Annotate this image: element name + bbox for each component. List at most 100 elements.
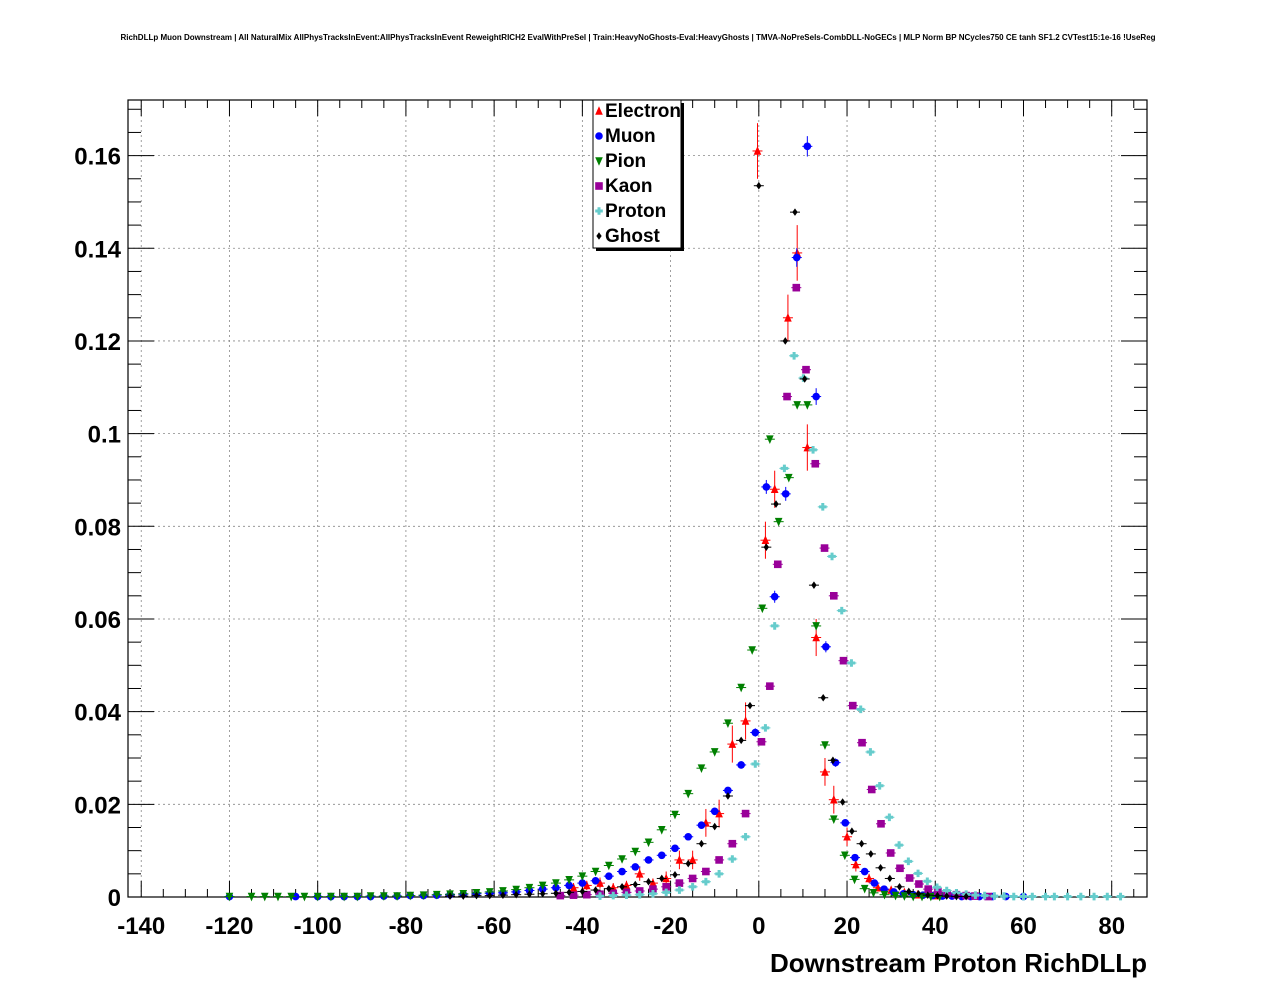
legend-marker <box>595 182 603 190</box>
data-point <box>657 826 666 835</box>
data-point <box>963 892 969 901</box>
data-point <box>923 877 932 886</box>
data-point <box>858 738 866 747</box>
y-tick-label: 0.02 <box>74 792 121 819</box>
data-point <box>793 401 801 410</box>
data-point <box>605 861 613 871</box>
data-point <box>830 815 838 824</box>
y-tick-label: 0.06 <box>74 607 121 634</box>
data-point <box>766 435 774 444</box>
y-tick-label: 0.12 <box>74 329 121 356</box>
data-point <box>662 888 670 897</box>
data-point <box>785 473 793 483</box>
data-point <box>327 892 335 902</box>
data-point <box>934 888 942 896</box>
data-point <box>758 604 767 614</box>
data-point <box>609 891 618 900</box>
data-point <box>887 874 893 883</box>
data-point <box>860 867 869 876</box>
data-point <box>737 683 745 693</box>
data-point <box>274 892 282 902</box>
data-point <box>906 887 912 896</box>
data-point <box>841 851 849 861</box>
data-point <box>753 146 762 155</box>
data-point <box>934 891 941 900</box>
data-point <box>649 885 657 893</box>
legend-item-proton: Proton <box>595 201 666 222</box>
data-point <box>618 867 626 876</box>
data-point <box>953 892 960 901</box>
data-point <box>645 877 652 886</box>
x-tick-label: -60 <box>477 913 512 940</box>
data-point <box>552 879 560 888</box>
legend-item-muon: Muon <box>595 126 656 147</box>
data-point <box>582 890 591 899</box>
data-point <box>566 888 572 897</box>
data-point <box>631 847 640 857</box>
x-axis-title: Downstream Proton RichDLLp <box>770 948 1147 978</box>
data-point <box>340 892 348 902</box>
data-point <box>751 728 760 737</box>
data-point <box>891 891 900 901</box>
data-point <box>260 892 269 902</box>
data-point <box>553 889 559 898</box>
data-point <box>565 876 573 885</box>
legend-marker <box>595 157 603 166</box>
data-point <box>763 543 769 551</box>
data-point <box>419 891 428 900</box>
y-tick-label: 0.16 <box>74 144 121 171</box>
data-point <box>1077 892 1085 901</box>
data-point <box>858 839 865 848</box>
data-point <box>830 756 836 765</box>
data-point <box>728 855 737 863</box>
data-point <box>724 786 732 795</box>
data-point <box>851 853 859 862</box>
data-point <box>635 869 644 878</box>
data-point <box>525 883 534 893</box>
legend-marker <box>595 106 603 115</box>
data-point <box>672 870 678 879</box>
data-point <box>757 737 766 746</box>
data-point <box>635 890 644 899</box>
data-point <box>925 891 931 899</box>
data-point <box>698 839 705 848</box>
data-point <box>644 838 653 848</box>
data-point <box>802 375 808 383</box>
legend-label: Muon <box>605 126 656 147</box>
y-tick-label: 0.1 <box>88 422 121 449</box>
data-point <box>809 446 817 454</box>
data-point <box>803 401 812 410</box>
data-point <box>849 827 855 836</box>
data-point <box>783 392 791 401</box>
data-point <box>811 581 817 589</box>
data-point <box>569 882 578 892</box>
data-point <box>671 810 679 820</box>
data-point <box>924 885 933 893</box>
data-point <box>821 741 829 750</box>
data-point <box>579 887 586 896</box>
data-point <box>715 856 723 864</box>
data-point <box>606 884 612 893</box>
x-tick-label: -120 <box>205 913 253 940</box>
data-point <box>619 883 625 891</box>
legend-marker <box>596 232 602 240</box>
legend-label: Pion <box>605 151 646 172</box>
data-point <box>578 872 587 881</box>
data-point <box>865 873 873 883</box>
data-point <box>848 701 857 710</box>
data-point <box>247 892 256 902</box>
data-point <box>591 876 600 885</box>
data-point <box>473 891 480 900</box>
data-point <box>820 544 829 552</box>
x-tick-label: -20 <box>653 913 688 940</box>
data-point <box>886 849 895 857</box>
data-point <box>773 500 779 508</box>
data-point <box>990 892 999 900</box>
data-point <box>895 841 903 849</box>
data-point <box>980 891 989 900</box>
data-point <box>770 592 779 601</box>
data-point <box>843 831 851 841</box>
data-point <box>632 880 638 889</box>
data-point <box>578 879 587 887</box>
data-point <box>812 392 820 401</box>
